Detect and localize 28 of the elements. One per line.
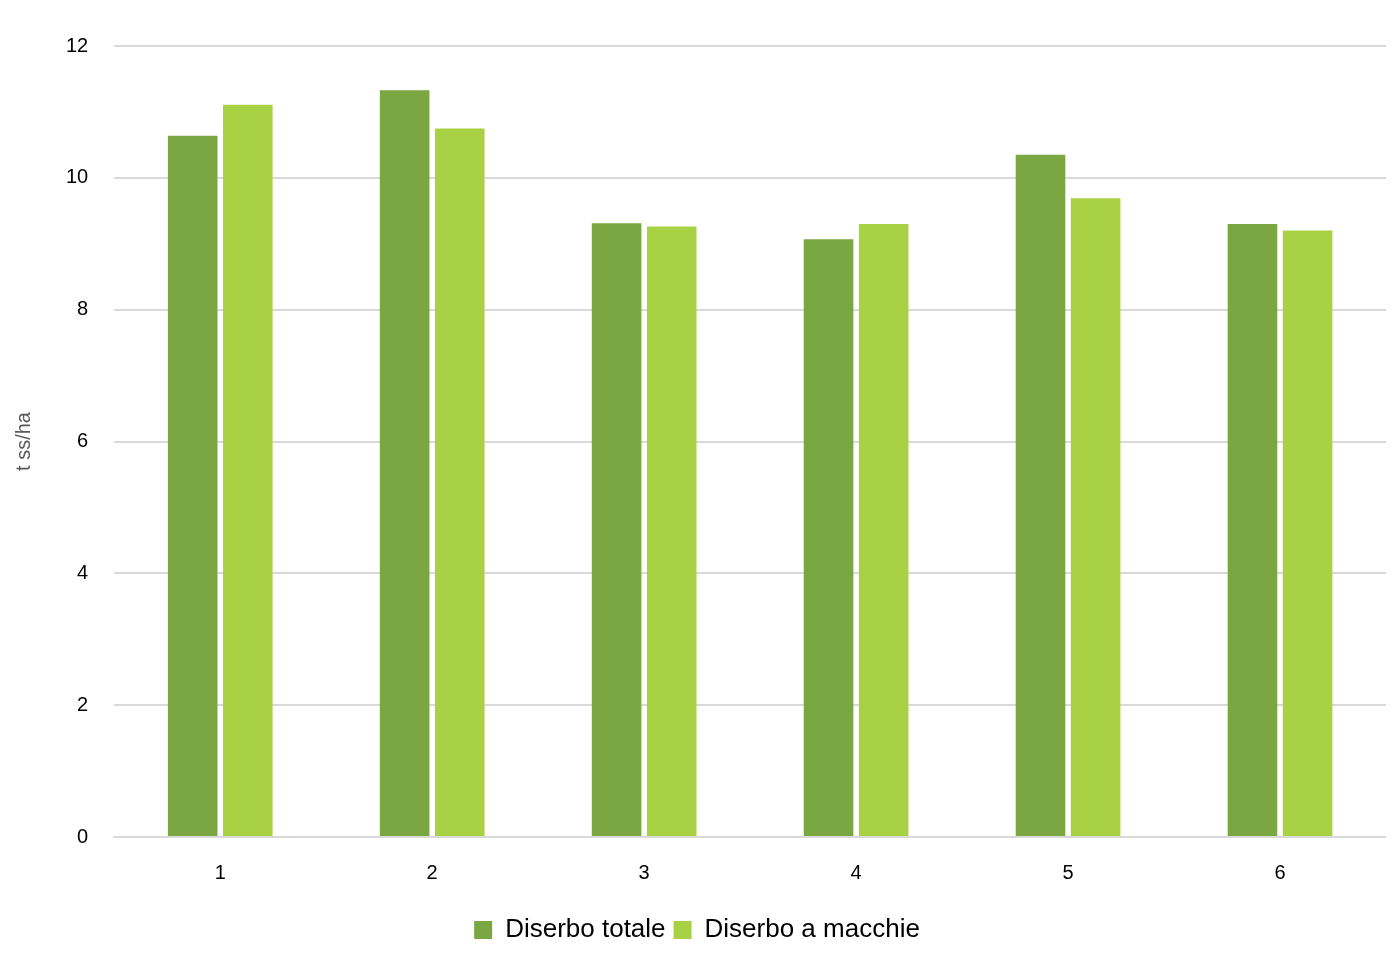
bar	[803, 239, 854, 836]
x-tick-label: 5	[1062, 860, 1074, 883]
y-tick-label: 12	[66, 33, 89, 56]
bar	[858, 223, 909, 836]
legend-label: Diserbo totale	[505, 913, 666, 944]
y-tick-label: 6	[77, 429, 89, 452]
y-tick-label: 2	[77, 692, 89, 715]
legend-label: Diserbo a macchie	[704, 913, 920, 944]
x-tick-label: 4	[850, 860, 862, 883]
y-tick-label: 8	[77, 297, 89, 320]
y-tick-label: 4	[77, 560, 89, 583]
y-tick-label: 10	[66, 165, 89, 188]
y-tick-label: 0	[77, 824, 89, 847]
bar	[1070, 198, 1121, 836]
bar	[1227, 223, 1278, 836]
x-tick-label: 6	[1274, 860, 1286, 883]
bar	[646, 226, 697, 836]
bar	[167, 135, 218, 836]
bar	[434, 128, 485, 836]
bar	[1282, 230, 1333, 836]
bar	[222, 104, 273, 836]
x-tick-label: 2	[426, 860, 438, 883]
x-tick-label: 3	[638, 860, 650, 883]
y-axis-title: t ss/ha	[11, 411, 34, 471]
bar	[1015, 154, 1066, 836]
bar	[379, 90, 430, 836]
x-tick-label: 1	[214, 860, 226, 883]
bar	[591, 223, 642, 836]
